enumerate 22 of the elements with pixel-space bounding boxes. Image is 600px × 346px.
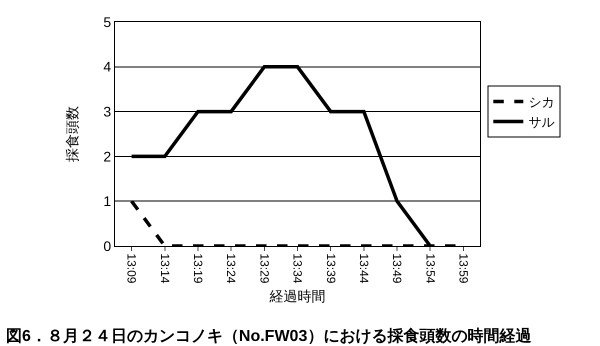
x-tick-label: 13:29 bbox=[257, 253, 272, 284]
y-axis-title: 採食頭数 bbox=[64, 106, 80, 162]
x-tick-label: 13:39 bbox=[324, 253, 338, 284]
x-tick-label: 13:44 bbox=[356, 253, 371, 284]
y-tick-label: 3 bbox=[103, 104, 112, 120]
x-tick-label: 13:24 bbox=[224, 253, 238, 284]
x-tick-label: 13:09 bbox=[124, 253, 139, 284]
legend-label: シカ bbox=[528, 94, 554, 110]
x-tick-label: 13:34 bbox=[290, 253, 305, 284]
x-tick-label: 13:19 bbox=[191, 253, 206, 284]
y-tick-label: 5 bbox=[103, 14, 112, 30]
x-tick-label: 13:59 bbox=[456, 253, 471, 284]
y-tick-label: 1 bbox=[103, 193, 112, 210]
x-tick-label: 13:14 bbox=[158, 253, 172, 284]
y-tick-label: 0 bbox=[103, 238, 112, 254]
legend-label: サル bbox=[528, 114, 554, 130]
y-tick-label: 2 bbox=[103, 148, 112, 164]
x-tick-label: 13:54 bbox=[423, 253, 438, 284]
text: 図6．８月２４日のカンコノキ（No.FW03）における採食頭数の時間経過 bbox=[6, 326, 532, 345]
y-tick-label: 4 bbox=[103, 58, 112, 75]
x-tick-label: 13:49 bbox=[390, 253, 404, 284]
x-axis-title: 経過時間 bbox=[268, 288, 326, 304]
